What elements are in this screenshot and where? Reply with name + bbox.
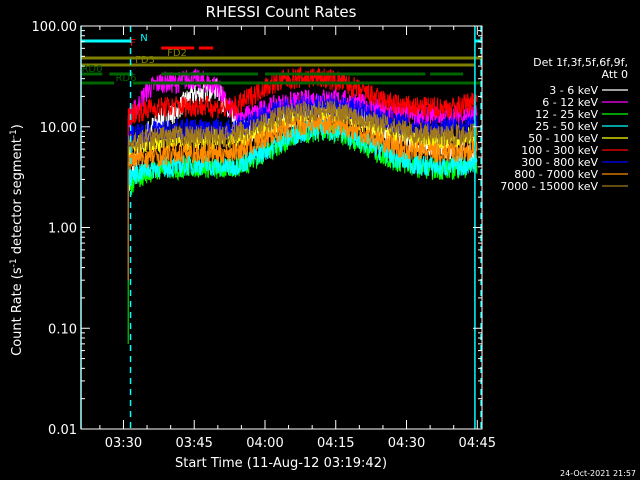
flag-bar-label-rd0: RD0: [81, 64, 102, 75]
footer-timestamp: 24-Oct-2021 21:57: [560, 469, 636, 478]
legend-header-line-1: Det 1f,3f,5f,6f,9f,: [533, 56, 628, 69]
y-tick-label-1: 100.00: [32, 20, 78, 35]
x-tick-label-5: 04:30: [388, 436, 425, 451]
axis-layer: 03:30 03:45 04:00 04:15 04:30 04:45 100.00 10.0…: [32, 20, 497, 451]
y-tick-label-4: 0.10: [48, 322, 77, 337]
legend-label-8: 800 - 7000 keV: [514, 168, 598, 181]
flag-bar-label-fd3: FD3: [135, 55, 155, 66]
flag-bar-label-f: F: [130, 38, 136, 49]
series-line-8: [127, 113, 478, 171]
x-tick-label-4: 04:15: [317, 436, 354, 451]
y-axis-label: Count Rate (s-1 detector segment-1): [9, 124, 25, 356]
x-tick-label-2: 03:45: [175, 436, 212, 451]
y-axis-label-superscript-1: -1: [9, 258, 19, 267]
y-axis-label-end: ): [10, 124, 25, 129]
legend-label-2: 6 - 12 keV: [542, 96, 598, 109]
flag-bar-label-rd6: RD6: [115, 73, 136, 84]
legend-header-line-2: Att 0: [602, 68, 628, 81]
y-tick-label-5: 0.01: [48, 423, 77, 438]
y-tick-label-2: 10.00: [40, 121, 77, 136]
legend-label-1: 3 - 6 keV: [549, 84, 598, 97]
y-axis-label-middle: detector segment: [10, 138, 25, 258]
legend-label-6: 100 - 300 keV: [521, 144, 598, 157]
flag-bar-label-fd2: FD2: [167, 48, 187, 59]
x-tick-label-6: 04:45: [459, 436, 496, 451]
x-tick-label-1: 03:30: [105, 436, 142, 451]
chart-title: RHESSI Count Rates: [206, 3, 357, 21]
x-axis-label: Start Time (11-Aug-12 03:19:42): [175, 456, 387, 471]
legend-label-9: 7000 - 15000 keV: [500, 180, 598, 193]
y-tick-label-3: 1.00: [48, 222, 77, 237]
x-tick-label-3: 04:00: [246, 436, 283, 451]
legend-label-7: 300 - 800 keV: [521, 156, 598, 169]
y-axis-label-superscript-2: -1: [9, 129, 19, 138]
legend-label-4: 25 - 50 keV: [535, 120, 598, 133]
legend-label-3: 12 - 25 keV: [535, 108, 598, 121]
y-axis-label-main: Count Rate (s: [10, 267, 25, 356]
flag-bar-label-n: N: [140, 33, 147, 44]
series-line-9: [127, 100, 478, 154]
legend-label-5: 50 - 100 keV: [528, 132, 598, 145]
